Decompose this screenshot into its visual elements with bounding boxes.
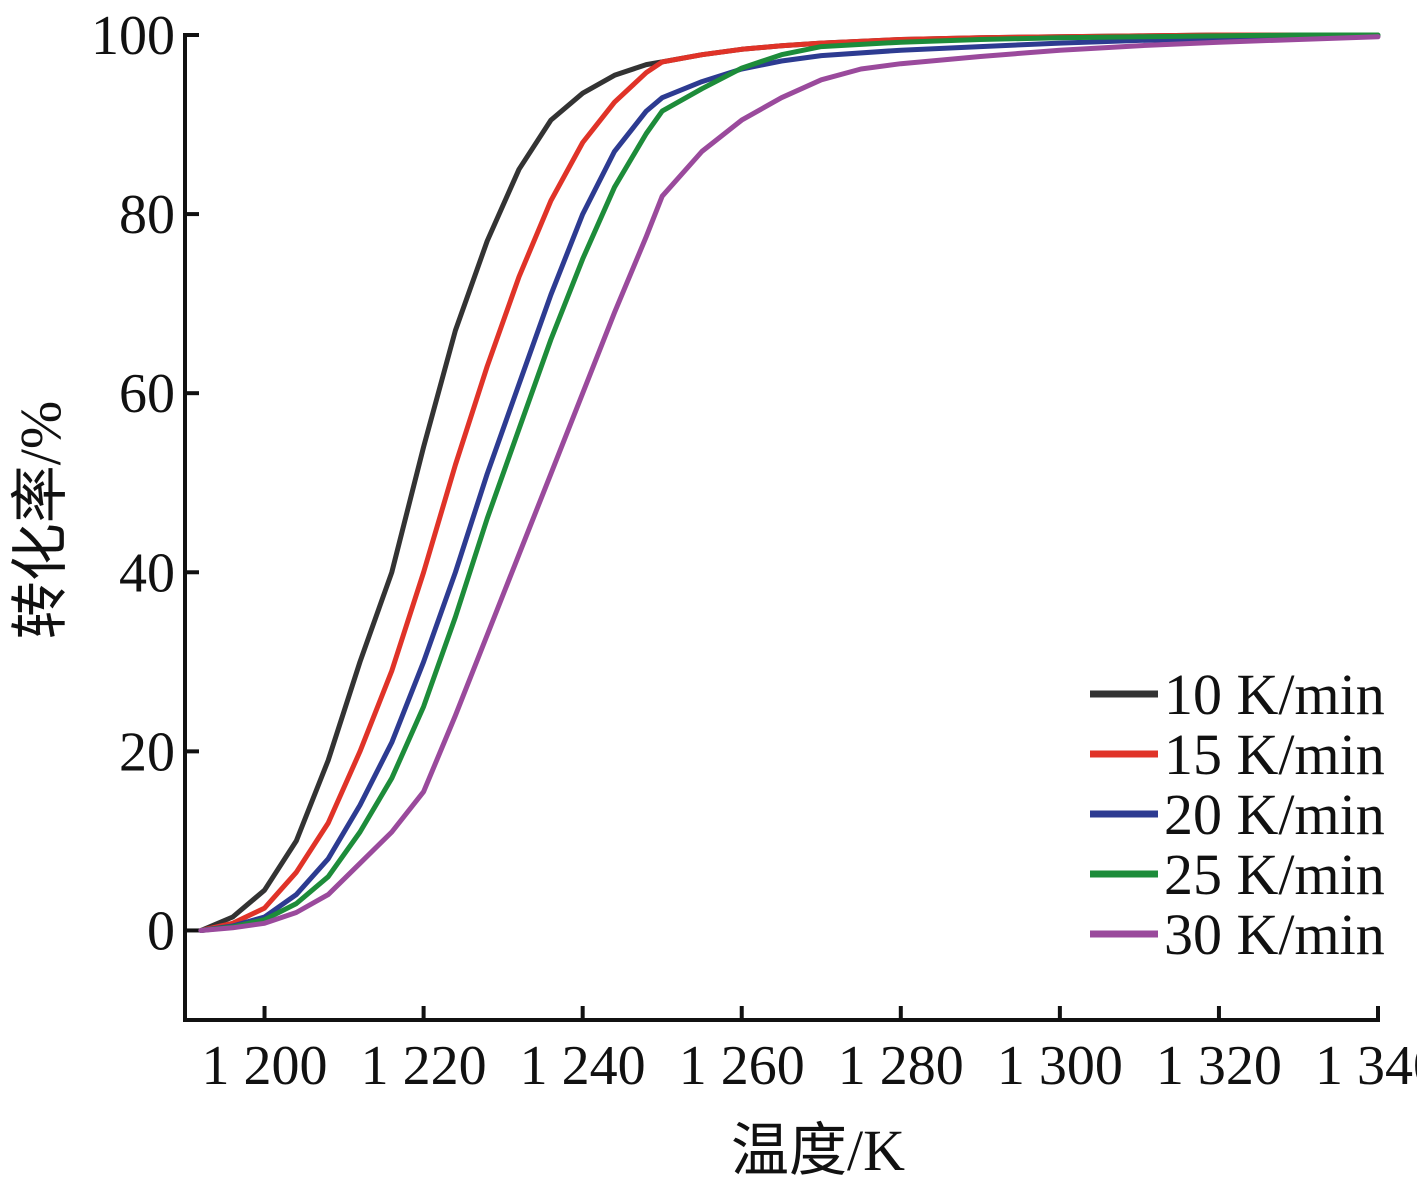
x-axis-ticks: 1 200 1 220 1 240 1 260 1 280 1 300 1 320 1 340 [202, 1006, 1417, 1097]
y-axis-title: 转化率/% [8, 401, 73, 639]
series-line-5 [198, 34, 1381, 933]
x-tick-label: 1 320 [1156, 1035, 1282, 1097]
y-tick-label: 0 [147, 900, 175, 962]
legend-label: 10 K/min [1164, 662, 1385, 727]
legend-label: 20 K/min [1164, 782, 1385, 847]
y-tick-label: 80 [119, 184, 175, 246]
series-line-4 [198, 32, 1381, 933]
x-tick-label: 1 340 [1315, 1035, 1417, 1097]
legend-label: 30 K/min [1164, 902, 1385, 967]
series-line-3 [198, 33, 1381, 933]
y-axis-ticks: 0 20 40 60 80 100 [91, 5, 199, 962]
x-tick-label: 1 220 [361, 1035, 487, 1097]
legend-label: 15 K/min [1164, 722, 1385, 787]
x-tick-label: 1 280 [838, 1035, 964, 1097]
x-tick-label: 1 260 [679, 1035, 805, 1097]
legend-label: 25 K/min [1164, 842, 1385, 907]
x-axis-title: 温度/K [731, 1118, 905, 1181]
y-tick-label: 100 [91, 5, 175, 67]
x-tick-label: 1 300 [997, 1035, 1123, 1097]
x-tick-label: 1 200 [202, 1035, 328, 1097]
x-tick-label: 1 240 [520, 1035, 646, 1097]
y-tick-label: 40 [119, 542, 175, 604]
y-tick-label: 60 [119, 363, 175, 425]
y-tick-label: 20 [119, 721, 175, 783]
series-layer [198, 32, 1381, 933]
